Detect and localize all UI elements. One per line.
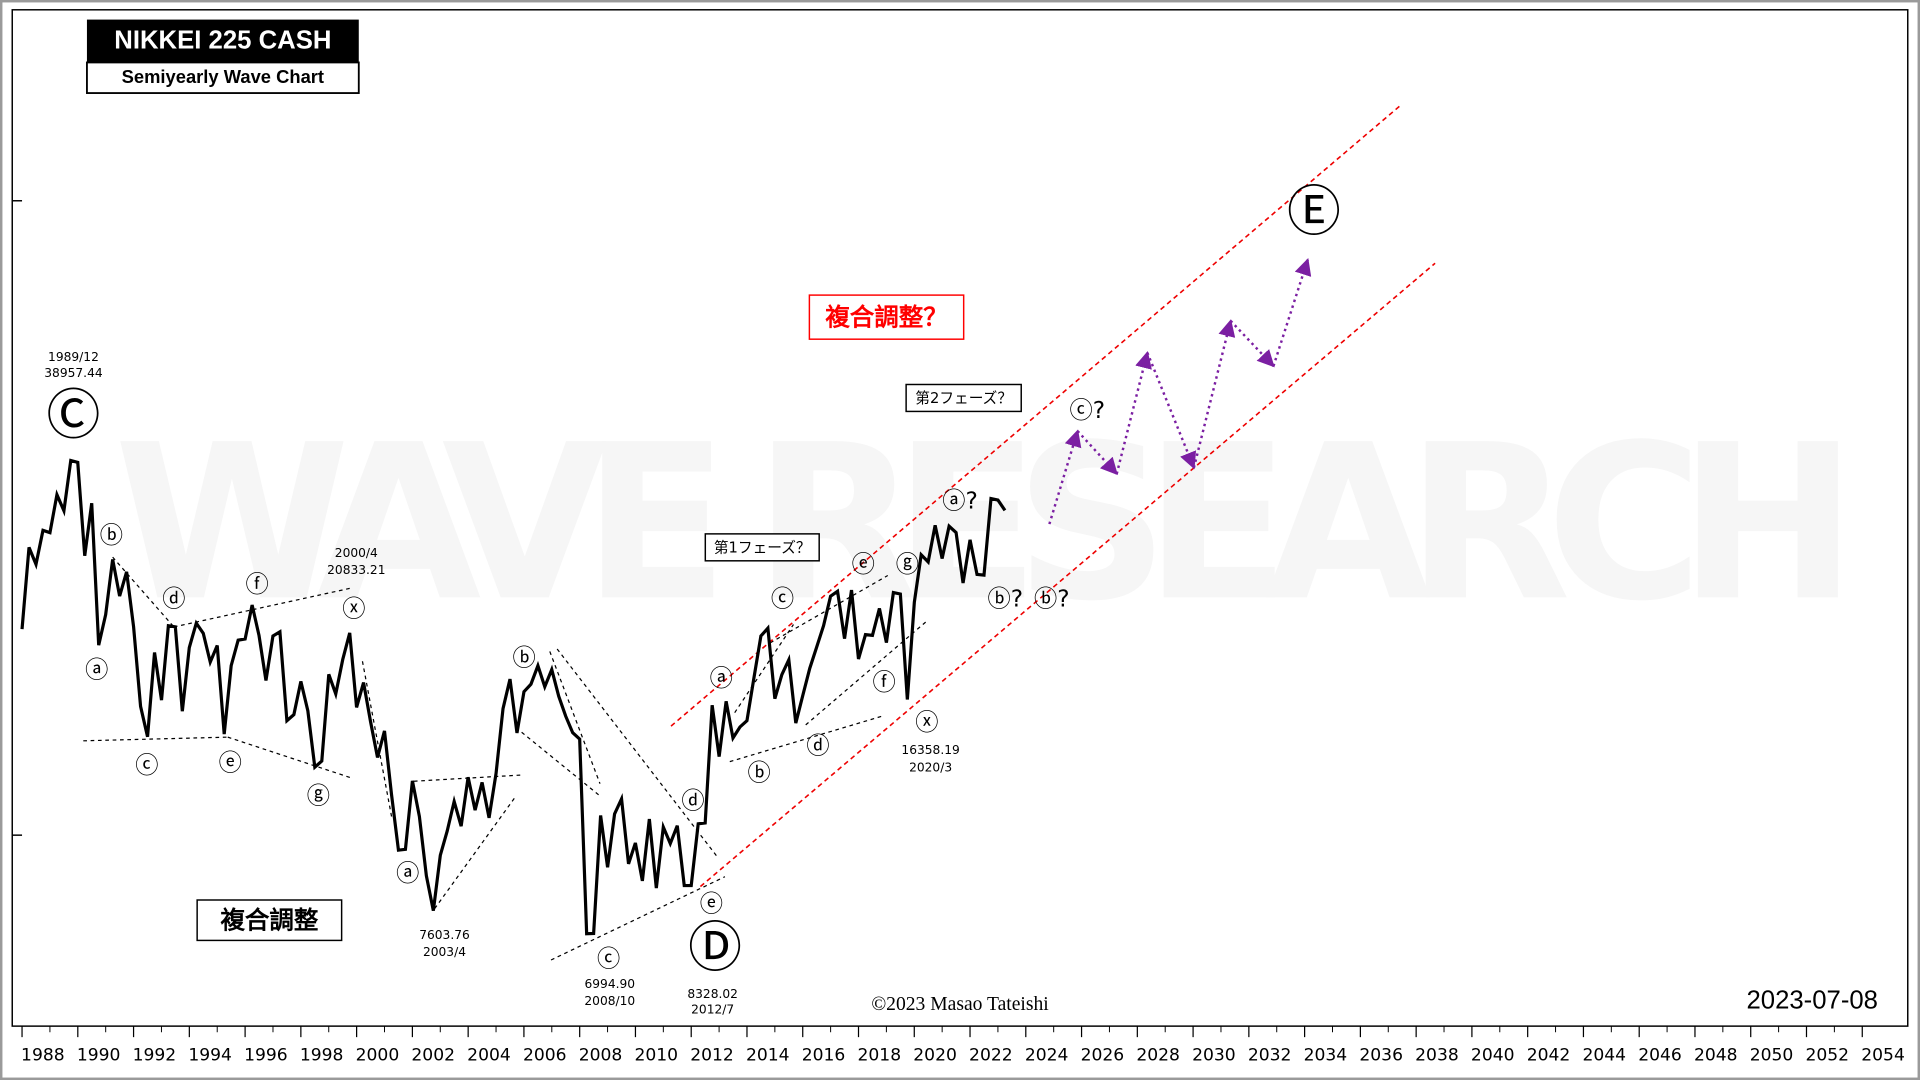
- x-tick-label: 1996: [244, 1046, 288, 1066]
- projection-arrows: [1048, 257, 1312, 525]
- x-tick-label: 2012: [690, 1046, 734, 1066]
- x-tick-label: 1990: [77, 1046, 121, 1066]
- x-tick-label: 2036: [1359, 1046, 1403, 1066]
- wave-label: ⓔ: [852, 551, 875, 578]
- wave-label: ⓒ: [597, 946, 620, 973]
- x-tick-label: 2052: [1806, 1046, 1850, 1066]
- x-tick-label: 2046: [1638, 1046, 1682, 1066]
- wave-label: ⓑ: [748, 759, 771, 786]
- wave-label: 1989/12: [48, 350, 99, 364]
- x-tick-label: 1992: [133, 1046, 177, 1066]
- watermark: WAVE RESEARCH: [114, 398, 1865, 648]
- x-tick-label: 2024: [1025, 1046, 1069, 1066]
- x-tick-label: 1994: [188, 1046, 232, 1066]
- x-tick-label: 2002: [411, 1046, 455, 1066]
- x-tick-label: 2010: [634, 1046, 678, 1066]
- subtitle-box: [86, 61, 360, 94]
- wave-label: ⓕ: [246, 571, 269, 598]
- chart-title: NIKKEI 225 CASH: [114, 26, 331, 54]
- x-tick-label: 2004: [467, 1046, 511, 1066]
- x-tick-label: 2016: [802, 1046, 846, 1066]
- wave-label: ⓒ: [771, 586, 794, 613]
- wave-label: Ⓒ: [47, 383, 101, 446]
- wave-label: Ⓔ: [1287, 180, 1341, 243]
- plot-frame: [11, 9, 1909, 1027]
- x-tick-label: 2014: [746, 1046, 790, 1066]
- x-tick-label: 2008: [579, 1046, 623, 1066]
- x-tick-label: 2028: [1136, 1046, 1180, 1066]
- wave-label: ⓑ?: [1034, 586, 1070, 613]
- annotations-layer: [83, 103, 1436, 961]
- wave-label: ⓑ?: [988, 586, 1024, 613]
- x-tick-label: 2040: [1471, 1046, 1515, 1066]
- wave-label: ⓓ: [806, 732, 829, 759]
- x-tick-label: 2022: [969, 1046, 1013, 1066]
- x-tick-label: 2042: [1527, 1046, 1571, 1066]
- price-line: [20, 458, 1007, 936]
- wave-label: Ⓓ: [688, 916, 742, 979]
- x-tick-label: 2030: [1192, 1046, 1236, 1066]
- wave-label: ⓖ: [896, 551, 919, 578]
- callout-text: 複合調整？: [825, 302, 947, 331]
- wave-label: 2008/10: [584, 994, 635, 1008]
- wave-label: ⓧ: [915, 709, 938, 736]
- x-tick-label: 2020: [913, 1046, 957, 1066]
- wave-label: ⓐ?: [942, 488, 978, 515]
- wave-label: 38957.44: [44, 366, 103, 380]
- x-tick-label: 2054: [1861, 1046, 1905, 1066]
- wave-label: ⓐ: [85, 657, 108, 684]
- wave-label: 20833.21: [327, 563, 385, 577]
- wave-label: 7603.76: [419, 928, 470, 942]
- callout-box: [808, 294, 965, 340]
- callout-box: [704, 533, 820, 562]
- wave-label: ⓑ: [512, 644, 535, 671]
- wave-label: ⓓ: [162, 586, 185, 613]
- wave-label: 2003/4: [423, 945, 466, 959]
- callout-text: 第2フェーズ？: [915, 389, 1012, 407]
- wave-label: ⓖ: [307, 783, 330, 810]
- x-tick-label: 2044: [1582, 1046, 1626, 1066]
- wave-label: 2020/3: [909, 760, 952, 774]
- x-tick-label: 2018: [858, 1046, 902, 1066]
- wave-label: ⓧ: [342, 595, 365, 622]
- title-box: [86, 19, 359, 63]
- chart-date: 2023-07-08: [1747, 986, 1878, 1014]
- x-tick-label: 2034: [1304, 1046, 1348, 1066]
- x-tick-label: 2038: [1415, 1046, 1459, 1066]
- wave-label: 16358.19: [901, 743, 959, 757]
- copyright: ©2023 Masao Tateishi: [871, 994, 1049, 1015]
- wave-label: ⓒ: [135, 752, 158, 779]
- x-tick-label: 2000: [356, 1046, 400, 1066]
- wave-label: ⓒ?: [1070, 397, 1106, 424]
- callout-box: [196, 899, 343, 942]
- wave-label: ⓐ: [710, 665, 733, 692]
- wave-label: ⓔ: [219, 750, 242, 777]
- x-tick-label: 2032: [1248, 1046, 1292, 1066]
- wave-label: 6994.90: [584, 977, 635, 991]
- channel-lines: [670, 103, 1436, 888]
- callout-text: 複合調整: [220, 905, 318, 934]
- x-tick-label: 1998: [300, 1046, 344, 1066]
- chart-subtitle: Semiyearly Wave Chart: [122, 66, 324, 87]
- wave-label: 2000/4: [335, 546, 378, 560]
- wave-label: ⓑ: [100, 522, 123, 549]
- callout-box: [905, 383, 1022, 413]
- wave-label: ⓐ: [396, 860, 419, 887]
- x-tick-label: 1988: [21, 1046, 65, 1066]
- wave-label: 8328.02: [687, 987, 738, 1001]
- wave-label: 2012/7: [691, 1003, 734, 1017]
- x-tick-label: 2050: [1750, 1046, 1794, 1066]
- x-tick-label: 2048: [1694, 1046, 1738, 1066]
- x-tick-label: 2006: [523, 1046, 567, 1066]
- x-tick-label: 2026: [1081, 1046, 1125, 1066]
- callout-text: 第1フェーズ？: [714, 539, 811, 557]
- wave-label: ⓕ: [872, 669, 895, 696]
- wave-label: ⓓ: [681, 788, 704, 815]
- wave-label: ⓔ: [700, 890, 723, 917]
